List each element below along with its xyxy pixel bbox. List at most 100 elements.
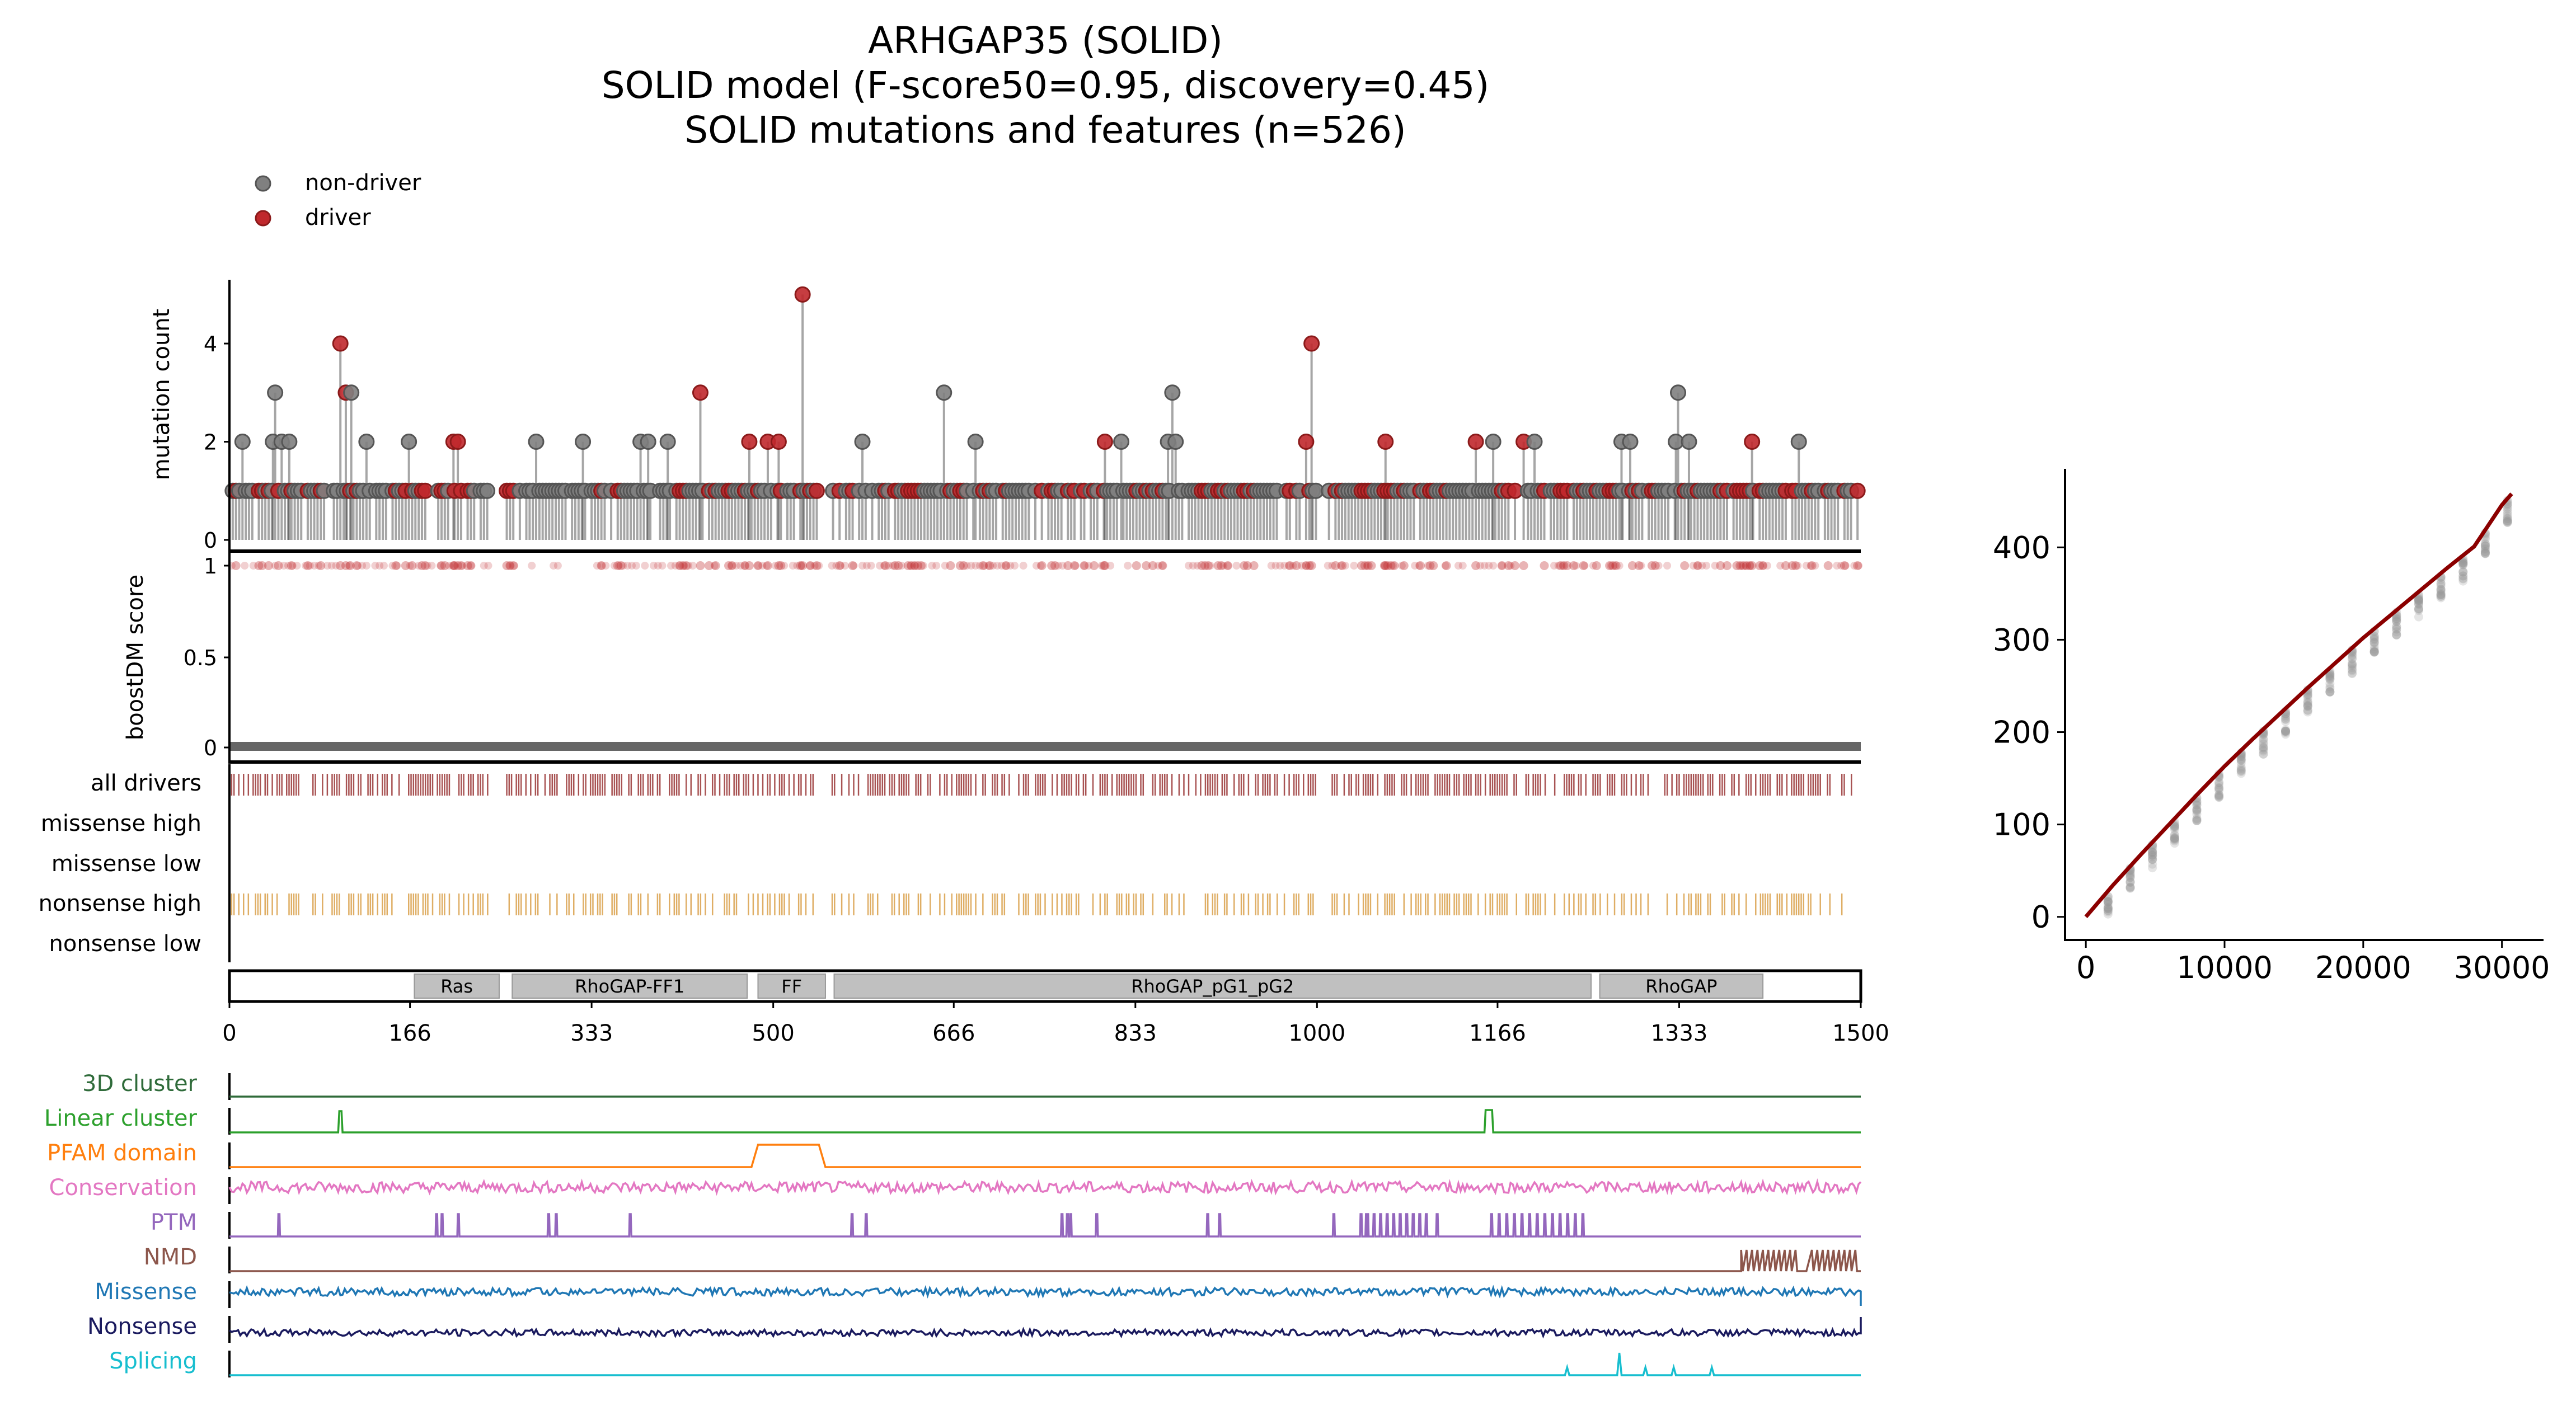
downsampling-replicate-point bbox=[2392, 622, 2401, 632]
downsampling-replicate-point bbox=[2281, 726, 2291, 736]
boostdm-driver-point bbox=[1607, 562, 1615, 570]
boostdm-driver-point bbox=[1240, 561, 1249, 570]
boostdm-driver-point bbox=[1458, 562, 1467, 570]
boostdm-driver-point bbox=[1298, 562, 1306, 570]
downsampling-replicate-point bbox=[2170, 825, 2179, 834]
boostdm-driver-point bbox=[1647, 561, 1657, 570]
boostdm-driver-point bbox=[1069, 561, 1079, 570]
boostdm-driver-point bbox=[1189, 562, 1197, 570]
boostdm-driver-point bbox=[1519, 561, 1528, 570]
boostdm-driver-point bbox=[345, 562, 353, 570]
downsampling-replicate-point bbox=[2348, 660, 2357, 669]
downsampling-replicate-point bbox=[2214, 793, 2224, 802]
downsampling-replicate-point bbox=[2170, 823, 2179, 833]
downsampling-replicate-point bbox=[2392, 624, 2401, 634]
downsampling-replicate-point bbox=[2414, 596, 2423, 606]
boostdm-driver-point bbox=[705, 561, 714, 570]
downsampling-replicate-point bbox=[2103, 894, 2113, 904]
boostdm-driver-point bbox=[1811, 562, 1819, 570]
downsampling-replicate-point bbox=[2192, 815, 2202, 824]
boostdm-driver-point bbox=[1193, 562, 1202, 570]
boostdm-driver-point bbox=[352, 561, 362, 570]
downsampling-replicate-point bbox=[2414, 599, 2423, 608]
boostdm-driver-point bbox=[1148, 561, 1157, 570]
boostdm-driver-point bbox=[528, 562, 536, 570]
boostdm-driver-point bbox=[732, 562, 740, 570]
downsampling-replicate-point bbox=[2480, 539, 2490, 548]
boostdm-driver-point bbox=[1571, 562, 1580, 570]
downsampling-replicate-point bbox=[2303, 701, 2312, 711]
boostdm-driver-point bbox=[1142, 561, 1151, 570]
boostdm-driver-point bbox=[1742, 562, 1750, 570]
boostdm-driver-point bbox=[415, 562, 423, 570]
downsampling-replicate-point bbox=[2325, 688, 2335, 697]
downsampling-replicate-point bbox=[2192, 805, 2202, 815]
downsampling-replicate-point bbox=[2148, 848, 2157, 857]
downsampling-replicate-point bbox=[2103, 909, 2113, 919]
downsampling-replicate-point bbox=[2369, 631, 2379, 641]
lollipop-non-driver-marker bbox=[343, 384, 360, 401]
boostdm-driver-point bbox=[327, 562, 336, 570]
downsampling-replicate-point bbox=[2369, 638, 2379, 647]
downsampling-replicate-point bbox=[2325, 670, 2335, 680]
domain-box bbox=[512, 974, 748, 999]
downsampling-replicate-point bbox=[2103, 904, 2113, 914]
x-tick-label: 1000 bbox=[1288, 1021, 1345, 1046]
boostdm-driver-point bbox=[428, 562, 436, 570]
downsampling-replicate-point bbox=[2414, 600, 2423, 609]
boostdm-driver-point bbox=[711, 561, 720, 570]
lollipop-non-driver-marker bbox=[1485, 434, 1502, 450]
boostdm-driver-point bbox=[303, 561, 312, 570]
boostdm-driver-point bbox=[1637, 562, 1645, 570]
downsampling-replicate-point bbox=[2480, 544, 2490, 554]
legend-label-driver: driver bbox=[305, 205, 371, 231]
downsampling-replicate-point bbox=[2436, 591, 2446, 601]
lollipop-driver-marker bbox=[1298, 434, 1315, 450]
boostdm-driver-point bbox=[1579, 561, 1588, 570]
boostdm-driver-point bbox=[1489, 562, 1498, 570]
downsampling-replicate-point bbox=[2170, 831, 2179, 840]
downsampling-replicate-point bbox=[2281, 714, 2291, 724]
downsampling-replicate-point bbox=[2148, 854, 2157, 864]
boostdm-driver-point bbox=[1480, 562, 1489, 570]
boostdm-driver-point bbox=[406, 562, 414, 570]
lollipop-non-driver-marker bbox=[936, 384, 952, 401]
downsampling-replicate-point bbox=[2458, 558, 2468, 568]
domain-label: RhoGAP-FF1 bbox=[575, 976, 684, 997]
driver-tracks-panel: all drivers missense high missense low n… bbox=[39, 764, 1852, 962]
boostdm-driver-point bbox=[597, 561, 606, 570]
downsampling-replicate-point bbox=[2325, 674, 2335, 683]
boostdm-driver-point bbox=[1841, 562, 1850, 570]
downsampling-replicate-point bbox=[2458, 567, 2468, 576]
downsampling-replicate-point bbox=[2214, 790, 2224, 800]
boostdm-driver-point bbox=[456, 561, 466, 570]
boostdm-driver-point bbox=[1807, 561, 1817, 570]
boostdm-driver-point bbox=[1011, 562, 1019, 570]
boostdm-driver-point bbox=[1106, 562, 1115, 570]
downsampling-replicate-point bbox=[2259, 742, 2268, 751]
downsampling-replicate-point bbox=[2125, 883, 2135, 893]
downsampling-replicate-point bbox=[2170, 833, 2179, 843]
boostdm-driver-point bbox=[345, 561, 355, 570]
boostdm-driver-point bbox=[763, 561, 772, 570]
boostdm-driver-point bbox=[506, 562, 514, 570]
boostdm-driver-point bbox=[610, 562, 618, 570]
boostdm-driver-point bbox=[710, 562, 719, 570]
downsampling-replicate-point bbox=[2303, 706, 2312, 715]
boostdm-driver-point bbox=[376, 562, 384, 570]
boostdm-driver-point bbox=[932, 562, 941, 570]
downsampling-replicate-point bbox=[2214, 792, 2224, 802]
boostdm-tick-label: 0.5 bbox=[184, 646, 217, 670]
downsampling-replicate-point bbox=[2458, 567, 2468, 577]
x-tick-label: 500 bbox=[752, 1021, 794, 1046]
boostdm-driver-point bbox=[724, 561, 733, 570]
boostdm-driver-point bbox=[1284, 562, 1293, 570]
legend-marker-driver bbox=[255, 210, 271, 227]
boostdm-driver-point bbox=[1424, 562, 1432, 570]
boostdm-driver-point bbox=[1510, 561, 1520, 570]
downsampling-replicate-point bbox=[2192, 798, 2202, 808]
track-label-missense-low: missense low bbox=[51, 851, 201, 877]
boostdm-driver-point bbox=[832, 562, 841, 570]
downsampling-replicate-point bbox=[2103, 897, 2113, 907]
downsampling-replicate-point bbox=[2214, 778, 2224, 787]
